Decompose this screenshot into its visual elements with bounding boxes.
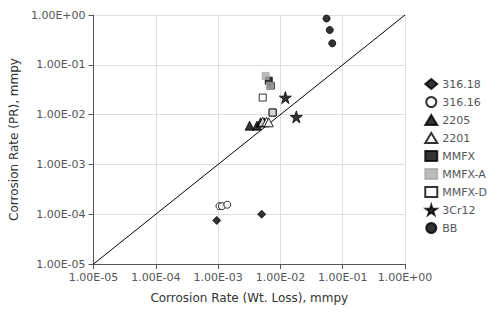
svg-text:316.18: 316.18 bbox=[442, 78, 481, 91]
svg-text:MMFX-D: MMFX-D bbox=[442, 186, 487, 199]
svg-text:1.00E-01: 1.00E-01 bbox=[318, 271, 367, 284]
svg-text:1.00E-03: 1.00E-03 bbox=[36, 158, 85, 171]
svg-text:1.00E-03: 1.00E-03 bbox=[193, 271, 242, 284]
svg-text:1.00E-05: 1.00E-05 bbox=[69, 271, 118, 284]
svg-text:1.00E-02: 1.00E-02 bbox=[256, 271, 305, 284]
svg-text:1.00E-02: 1.00E-02 bbox=[36, 108, 85, 121]
svg-text:3Cr12: 3Cr12 bbox=[442, 204, 475, 217]
svg-text:2205: 2205 bbox=[442, 114, 470, 127]
svg-text:BB: BB bbox=[442, 222, 457, 235]
svg-text:Corrosion Rate (PR), mmpy: Corrosion Rate (PR), mmpy bbox=[7, 58, 21, 221]
svg-text:MMFX: MMFX bbox=[442, 150, 475, 163]
svg-text:1.00E-05: 1.00E-05 bbox=[36, 258, 85, 271]
svg-text:Corrosion Rate (Wt. Loss), mmp: Corrosion Rate (Wt. Loss), mmpy bbox=[150, 291, 348, 305]
svg-text:1.00E+00: 1.00E+00 bbox=[378, 271, 433, 284]
svg-text:316.16: 316.16 bbox=[442, 96, 481, 109]
svg-text:1.00E-01: 1.00E-01 bbox=[36, 58, 85, 71]
svg-text:1.00E+00: 1.00E+00 bbox=[31, 9, 86, 22]
svg-text:1.00E-04: 1.00E-04 bbox=[131, 271, 180, 284]
svg-text:2201: 2201 bbox=[442, 132, 470, 145]
svg-text:1.00E-04: 1.00E-04 bbox=[36, 208, 85, 221]
svg-text:MMFX-A: MMFX-A bbox=[442, 168, 486, 181]
